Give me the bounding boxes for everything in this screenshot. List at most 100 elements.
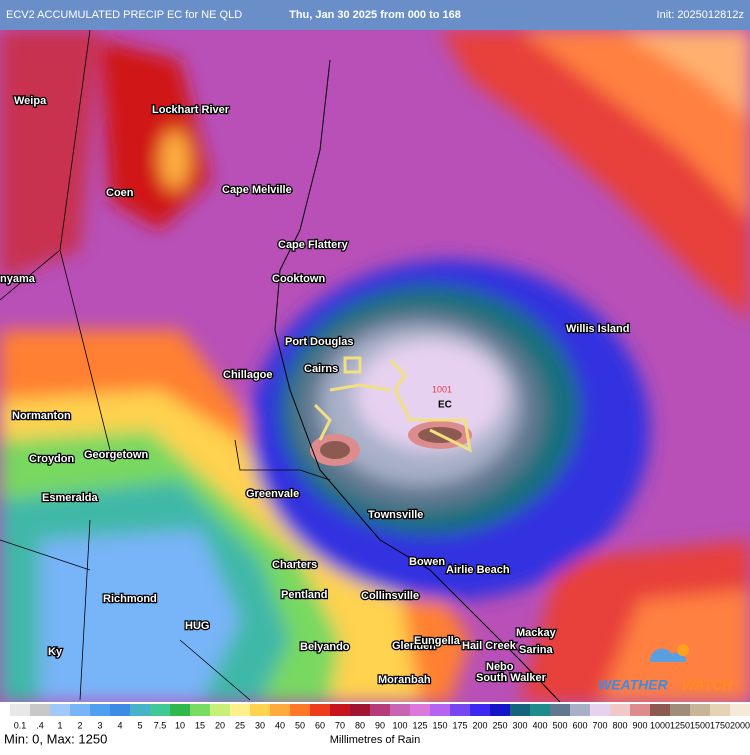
place: South Walker: [476, 672, 547, 684]
logo-part1: WEATHER: [598, 677, 669, 693]
legend-label: 1: [57, 720, 62, 730]
legend-swatch: [490, 704, 510, 716]
place: Ky: [48, 646, 63, 658]
legend-label: 25: [235, 720, 245, 730]
legend-swatch: [370, 704, 390, 716]
legend-label: 2000: [730, 720, 750, 730]
place: Esmeralda: [42, 492, 99, 504]
legend-label: 1250: [670, 720, 690, 730]
legend-swatch: [350, 704, 370, 716]
legend-label: 3: [97, 720, 102, 730]
legend-label: 400: [532, 720, 547, 730]
legend-label: 0.1: [14, 720, 27, 730]
pressure-label: 1001: [432, 384, 452, 394]
legend-label: 125: [412, 720, 427, 730]
legend-swatch: [430, 704, 450, 716]
legend-label: 40: [275, 720, 285, 730]
legend-swatch: [50, 704, 70, 716]
place: Coen: [106, 187, 134, 199]
center-label: EC: [438, 400, 452, 411]
legend-swatch: [410, 704, 430, 716]
legend: 0.1 .4 1 2 3 4 5 7.5 10 15 20 25 30 40 50 60 70 80 90 100 12…: [10, 704, 750, 730]
legend-swatch: [550, 704, 570, 716]
place: Eungella: [414, 635, 461, 647]
legend-label: 1750: [710, 720, 730, 730]
legend-swatch: [30, 704, 50, 716]
legend-swatch: [510, 704, 530, 716]
legend-swatch: [270, 704, 290, 716]
legend-swatch: [690, 704, 710, 716]
legend-label: 700: [592, 720, 607, 730]
legend-label: 1000: [650, 720, 670, 730]
legend-label: 250: [492, 720, 507, 730]
legend-swatch: [570, 704, 590, 716]
legend-swatch: [250, 704, 270, 716]
header-left: ECV2 ACCUMULATED PRECIP EC for NE QLD: [6, 9, 242, 21]
legend-label: 90: [375, 720, 385, 730]
legend-swatch: [230, 704, 250, 716]
header-center: Thu, Jan 30 2025 from 000 to 168: [289, 9, 461, 21]
place: Hail Creek: [462, 640, 517, 652]
place: Collinsville: [361, 590, 419, 602]
place: Chillagoe: [223, 369, 273, 381]
legend-swatch: [210, 704, 230, 716]
legend-label: 175: [452, 720, 467, 730]
legend-label: 150: [432, 720, 447, 730]
place: Lockhart River: [152, 104, 230, 116]
logo-part2: WATCH: [682, 677, 733, 693]
place: Normanton: [12, 410, 71, 422]
place: Airlie Beach: [446, 564, 510, 576]
legend-swatch: [670, 704, 690, 716]
legend-label: 4: [117, 720, 122, 730]
legend-swatch: [90, 704, 110, 716]
legend-swatch: [730, 704, 750, 716]
rain-field: [0, 30, 750, 702]
legend-label: 5: [137, 720, 142, 730]
legend-label: 80: [355, 720, 365, 730]
place: Sarina: [519, 644, 554, 656]
legend-label: 60: [315, 720, 325, 730]
legend-swatch: [710, 704, 730, 716]
legend-label: 30: [255, 720, 265, 730]
place: Cape Melville: [222, 184, 292, 196]
legend-swatch: [610, 704, 630, 716]
place: Mackay: [516, 627, 557, 639]
legend-swatch: [450, 704, 470, 716]
legend-label: 50: [295, 720, 305, 730]
legend-label: 100: [392, 720, 407, 730]
legend-swatch: [590, 704, 610, 716]
legend-label: 800: [612, 720, 627, 730]
place: Greenvale: [246, 488, 299, 500]
legend-swatch: [650, 704, 670, 716]
legend-swatch: [170, 704, 190, 716]
place: Cairns: [304, 363, 338, 375]
legend-swatch: [150, 704, 170, 716]
place: Port Douglas: [285, 336, 353, 348]
place: Cape Flattery: [278, 239, 349, 251]
legend-label: 2: [77, 720, 82, 730]
place: Belyando: [300, 641, 350, 653]
legend-swatch: [290, 704, 310, 716]
place: Moranbah: [378, 674, 431, 686]
legend-swatch: [130, 704, 150, 716]
legend-swatch: [630, 704, 650, 716]
place: Weipa: [14, 95, 47, 107]
legend-label: 7.5: [154, 720, 167, 730]
legend-swatch: [390, 704, 410, 716]
legend-swatch: [10, 704, 30, 716]
legend-unit: Millimetres of Rain: [330, 734, 420, 746]
header-bar: [0, 0, 750, 30]
legend-label: 10: [175, 720, 185, 730]
legend-label: 70: [335, 720, 345, 730]
place: Bowen: [409, 556, 445, 568]
place: Willis Island: [566, 323, 629, 335]
legend-swatch: [190, 704, 210, 716]
legend-label: 1500: [690, 720, 710, 730]
legend-label: .4: [36, 720, 44, 730]
place: Cooktown: [272, 273, 325, 285]
place: Croydon: [29, 453, 75, 465]
legend-swatch: [110, 704, 130, 716]
legend-stats: Min: 0, Max: 1250: [4, 731, 107, 746]
